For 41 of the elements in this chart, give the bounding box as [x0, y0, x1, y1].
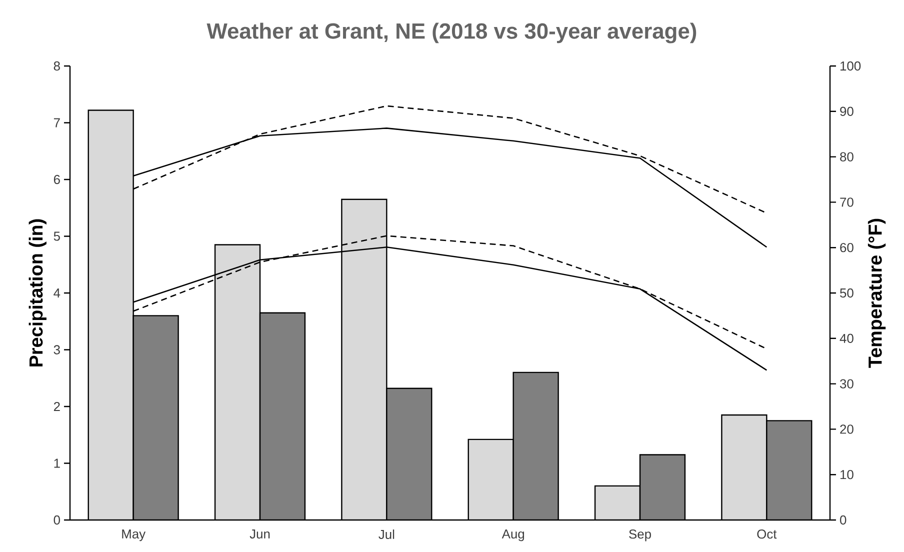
y2-tick-label: 90 — [840, 106, 854, 116]
x-tick-label: Oct — [757, 529, 777, 539]
y2-tick-label: 50 — [840, 288, 854, 298]
y2-tick-label: 70 — [840, 198, 854, 207]
bar — [595, 486, 640, 520]
y2-tick-label: 0 — [840, 515, 846, 525]
y2-tick-label: 60 — [840, 243, 854, 252]
x-tick-label: Jun — [250, 530, 270, 539]
x-tick-label: Jul — [378, 529, 394, 540]
chart-title: Weather at Grant, NE (2018 vs 30-year average) — [206, 22, 696, 44]
y2-tick-label: 10 — [840, 470, 854, 480]
y2-tick-label: 100 — [840, 61, 861, 71]
x-tick-label: May — [122, 530, 146, 542]
x-tick-label: Aug — [502, 530, 524, 542]
y-tick-label: 7 — [54, 118, 60, 128]
y2-tick-label: 80 — [840, 152, 854, 162]
y-tick-label: 8 — [54, 61, 60, 71]
bar — [640, 454, 685, 520]
bar — [342, 199, 387, 520]
y2-tick-label: 20 — [840, 424, 854, 434]
bar — [260, 312, 305, 520]
y2-tick-label: 40 — [840, 334, 854, 343]
y-tick-label: 2 — [54, 402, 60, 412]
bar — [386, 388, 432, 520]
bar — [215, 244, 260, 520]
y-tick-label: 1 — [54, 458, 60, 468]
bar — [721, 414, 768, 520]
y-axis-title: Precipitation (in) — [28, 219, 46, 366]
bar — [513, 372, 558, 520]
bar — [133, 316, 178, 520]
bar — [468, 439, 514, 520]
y-tick-label: 6 — [54, 174, 60, 184]
y2-axis-title: Temperature (°F) — [868, 218, 886, 368]
bar — [88, 110, 134, 520]
y-tick-label: 5 — [54, 232, 60, 241]
y-tick-label: 0 — [54, 515, 60, 525]
y2-tick-label: 30 — [840, 379, 854, 388]
y-tick-label: 4 — [54, 288, 60, 298]
x-tick-label: Sep — [629, 529, 651, 542]
bar — [766, 420, 812, 520]
y-tick-label: 3 — [54, 345, 60, 354]
